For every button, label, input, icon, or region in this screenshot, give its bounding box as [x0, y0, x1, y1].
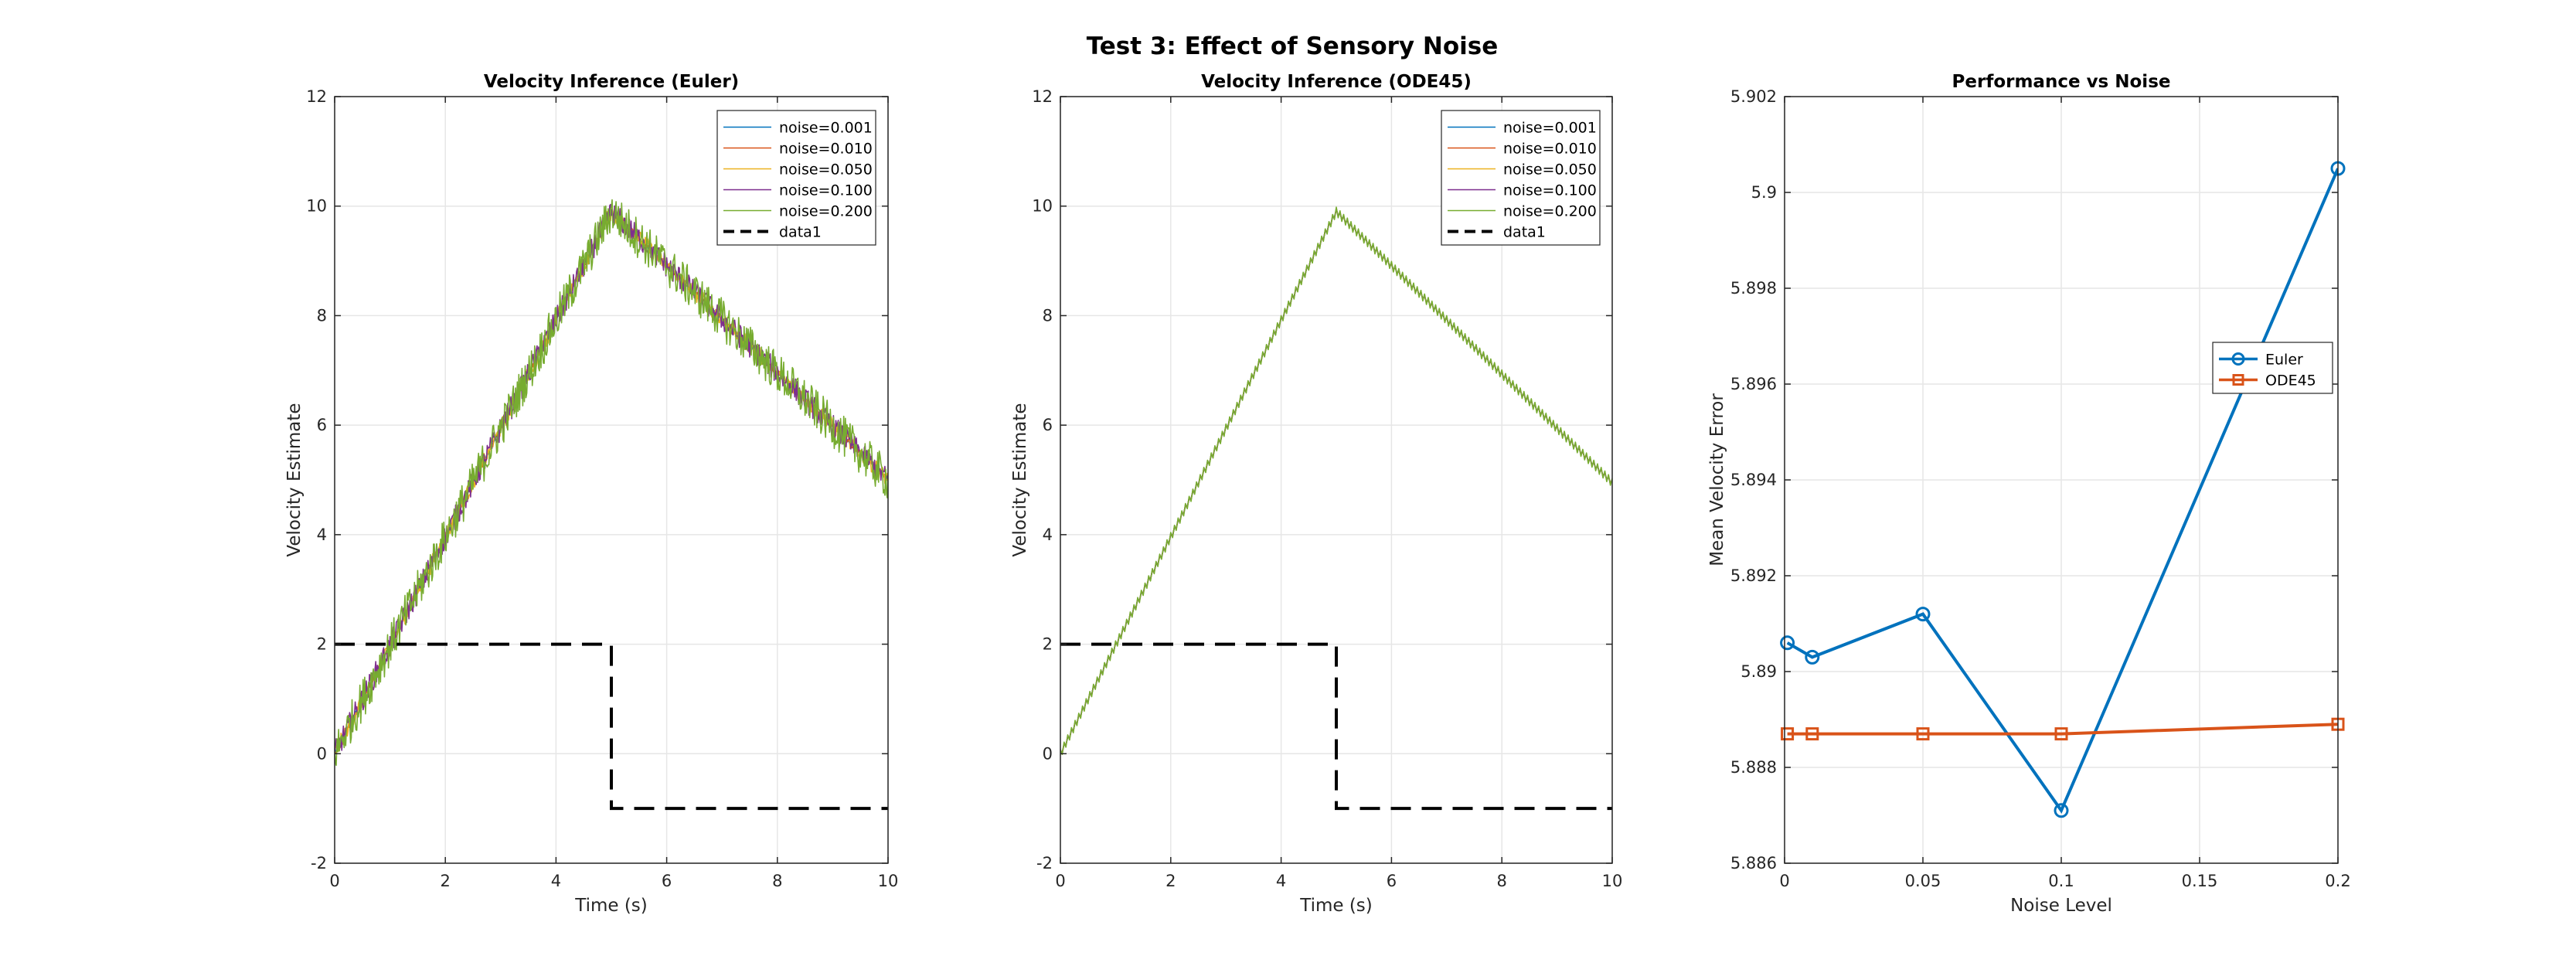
x-tick-label: 0: [1779, 872, 1789, 890]
x-tick-label: 0: [329, 872, 339, 890]
y-tick-label: 12: [306, 87, 327, 106]
series-line-data1: [1060, 642, 1612, 811]
legend-label-noise-0-050: noise=0.050: [1503, 162, 1597, 179]
data-point-ode45: [1916, 727, 1930, 741]
y-tick-label: 4: [1043, 526, 1053, 544]
x-axis-label: Time (s): [574, 896, 648, 916]
data-point-ode45: [1805, 727, 1819, 741]
y-tick-label: 5.888: [1730, 758, 1777, 777]
y-tick-label: 5.886: [1730, 854, 1777, 872]
y-tick-label: -2: [1036, 854, 1053, 872]
legend-label-noise-0-200: noise=0.200: [779, 203, 873, 220]
data-point-ode45: [2054, 727, 2068, 741]
series-line-noise-0-200: [335, 199, 888, 767]
panel-performance: 0 0.05 0.1 0.15 0.2 5.886 5.888 5.89 5.892 5.894 5…: [1707, 72, 2351, 916]
legend-box: [716, 110, 876, 246]
y-tick-label: -2: [311, 854, 327, 872]
legend-label-noise-0-100: noise=0.100: [779, 182, 873, 199]
data-point-ode45: [1781, 727, 1795, 741]
legend: noise=0.001 noise=0.010 noise=0.050 noise=0…: [716, 110, 876, 246]
y-tick-label: 10: [306, 197, 327, 216]
legend-label-noise-0-200: noise=0.200: [1503, 203, 1597, 220]
x-tick-label: 0.1: [2048, 872, 2074, 890]
legend-label-noise-0-010: noise=0.010: [1503, 141, 1597, 158]
x-tick-label: 2: [1165, 872, 1176, 890]
y-tick-label: 8: [317, 306, 327, 325]
legend-label-noise-0-010: noise=0.010: [779, 141, 873, 158]
legend-label-noise-0-100: noise=0.100: [1503, 182, 1597, 199]
y-tick-label: 2: [1043, 635, 1053, 654]
panel-title: Velocity Inference (ODE45): [1201, 72, 1472, 92]
y-axis-label: Velocity Estimate: [1010, 403, 1030, 556]
y-tick-label: 6: [317, 416, 327, 434]
data-point-euler: [1805, 649, 1820, 665]
x-tick-label: 6: [1387, 872, 1397, 890]
y-tick-label: 5.902: [1730, 87, 1777, 106]
y-tick-label: 2: [317, 635, 327, 654]
y-tick-label: 10: [1032, 197, 1053, 216]
x-tick-label: 8: [1497, 872, 1507, 890]
y-tick-label: 5.9: [1751, 183, 1777, 202]
y-tick-label: 0: [1043, 744, 1053, 763]
x-tick-label: 8: [772, 872, 782, 890]
series-layer: [335, 199, 888, 811]
series-line-ode45: [1787, 723, 2338, 736]
figure-title: Test 3: Effect of Sensory Noise: [1087, 32, 1499, 60]
legend-marker-icon: [2231, 352, 2245, 366]
axes-box: [334, 96, 889, 864]
x-tick-label: 0.15: [2182, 872, 2218, 890]
x-tick-label: 10: [878, 872, 899, 890]
x-axis-label: Noise Level: [2010, 896, 2112, 916]
legend-box: [2212, 342, 2333, 394]
y-tick-label: 6: [1043, 416, 1053, 434]
x-tick-label: 10: [1602, 872, 1623, 890]
x-tick-label: 4: [551, 872, 561, 890]
y-tick-label: 0: [317, 744, 327, 763]
x-tick-label: 0.2: [2325, 872, 2350, 890]
series-line-noise-0-100: [335, 203, 888, 753]
y-tick-label: 5.892: [1730, 566, 1777, 585]
legend-marker-icon: [2232, 374, 2244, 386]
y-tick-label: 8: [1043, 306, 1053, 325]
legend-label-noise-0-001: noise=0.001: [1503, 120, 1597, 137]
legend-label-euler: Euler: [2265, 352, 2303, 369]
legend-label-ode45: ODE45: [2265, 372, 2316, 389]
y-axis-label: Mean Velocity Error: [1707, 393, 1727, 566]
x-tick-label: 4: [1276, 872, 1286, 890]
data-point-euler: [1915, 607, 1931, 622]
y-tick-label: 5.89: [1741, 662, 1777, 681]
x-tick-label: 6: [662, 872, 672, 890]
y-tick-label: 5.898: [1730, 279, 1777, 298]
x-axis-label: Time (s): [1299, 896, 1373, 916]
series-layer: [1060, 206, 1612, 811]
y-tick-label: 12: [1032, 87, 1053, 106]
axes-box: [1060, 96, 1613, 864]
panel-title: Velocity Inference (Euler): [484, 72, 739, 92]
series-line-noise-0-200: [1060, 206, 1612, 756]
y-tick-label: 5.894: [1730, 471, 1777, 489]
legend: noise=0.001 noise=0.010 noise=0.050 noise=0…: [1441, 110, 1601, 246]
series-line-data1: [335, 642, 888, 811]
panel-title: Performance vs Noise: [1952, 72, 2171, 92]
y-axis-label: Velocity Estimate: [284, 403, 305, 556]
data-point-euler: [2054, 803, 2069, 818]
y-tick-label: 5.896: [1730, 375, 1777, 393]
legend-label-data1: data1: [1503, 224, 1546, 241]
data-point-euler: [1780, 635, 1795, 651]
legend-box: [1441, 110, 1601, 246]
legend-label-data1: data1: [779, 224, 822, 241]
x-tick-label: 0: [1055, 872, 1065, 890]
legend-label-noise-0-050: noise=0.050: [779, 162, 873, 179]
x-tick-label: 2: [441, 872, 451, 890]
series-layer: [1786, 168, 2338, 814]
legend: Euler ODE45: [2212, 342, 2333, 394]
series-line-euler: [1786, 168, 2338, 814]
y-tick-label: 4: [317, 526, 327, 544]
x-tick-label: 0.05: [1905, 872, 1941, 890]
legend-label-noise-0-001: noise=0.001: [779, 120, 873, 137]
